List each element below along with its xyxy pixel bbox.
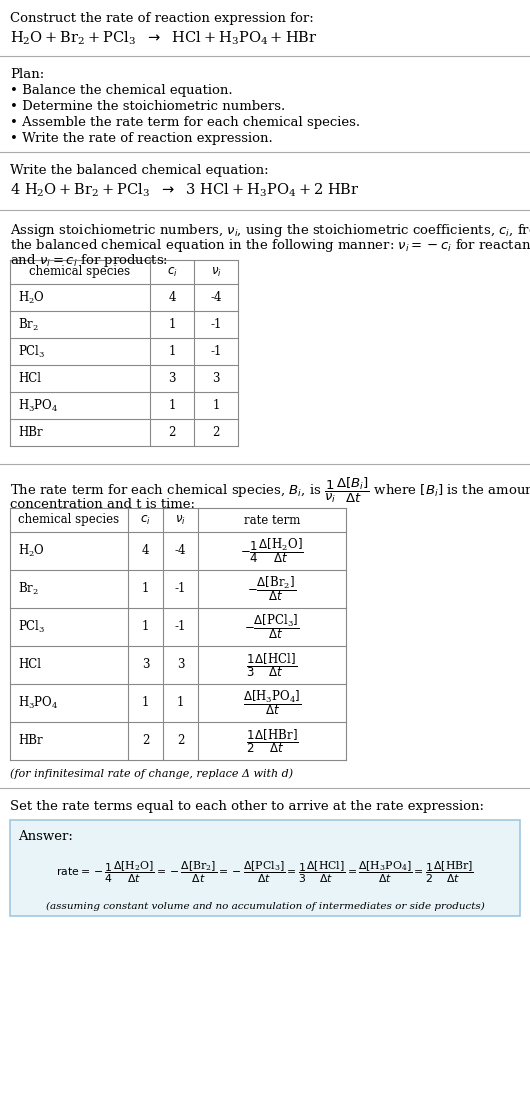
Text: 3: 3 <box>212 373 220 385</box>
Text: 1: 1 <box>177 696 184 709</box>
Text: Answer:: Answer: <box>18 830 73 843</box>
Text: chemical species: chemical species <box>30 266 130 278</box>
Text: 1: 1 <box>213 399 220 413</box>
Text: • Assemble the rate term for each chemical species.: • Assemble the rate term for each chemic… <box>10 116 360 129</box>
Text: Write the balanced chemical equation:: Write the balanced chemical equation: <box>10 163 269 177</box>
Text: 3: 3 <box>168 373 176 385</box>
Text: 1: 1 <box>169 318 175 331</box>
FancyBboxPatch shape <box>10 820 520 916</box>
Text: -4: -4 <box>210 291 222 304</box>
Text: 3: 3 <box>176 658 184 672</box>
Text: $\mathregular{H_2O + Br_2 + PCl_3}$  $\rightarrow$  $\mathregular{HCl + H_3PO_4 : $\mathregular{H_2O + Br_2 + PCl_3}$ $\ri… <box>10 30 317 48</box>
Text: 2: 2 <box>142 735 149 747</box>
Text: $\nu_i$: $\nu_i$ <box>210 266 222 278</box>
Text: 1: 1 <box>142 696 149 709</box>
Text: $\dfrac{1}{3}\dfrac{\Delta[\mathregular{HCl}]}{\Delta t}$: $\dfrac{1}{3}\dfrac{\Delta[\mathregular{… <box>246 652 297 678</box>
Text: $\mathrm{rate} = -\dfrac{1}{4}\dfrac{\Delta[\mathregular{H_2O}]}{\Delta t} = -\d: $\mathrm{rate} = -\dfrac{1}{4}\dfrac{\De… <box>56 860 474 885</box>
Text: and $\nu_i = c_i$ for products:: and $\nu_i = c_i$ for products: <box>10 252 168 269</box>
Text: $\nu_i$: $\nu_i$ <box>175 514 186 527</box>
Text: 2: 2 <box>177 735 184 747</box>
Text: The rate term for each chemical species, $B_i$, is $\dfrac{1}{\nu_i}\dfrac{\Delt: The rate term for each chemical species,… <box>10 476 530 505</box>
Text: -1: -1 <box>210 345 222 358</box>
Text: the balanced chemical equation in the following manner: $\nu_i = -c_i$ for react: the balanced chemical equation in the fo… <box>10 237 530 254</box>
Text: • Balance the chemical equation.: • Balance the chemical equation. <box>10 85 233 97</box>
Text: (assuming constant volume and no accumulation of intermediates or side products): (assuming constant volume and no accumul… <box>46 902 484 911</box>
Text: 4: 4 <box>142 545 149 557</box>
Text: HCl: HCl <box>18 373 41 385</box>
Text: $\mathregular{H_3PO_4}$: $\mathregular{H_3PO_4}$ <box>18 397 58 414</box>
Text: $c_i$: $c_i$ <box>140 514 151 527</box>
Text: $\mathregular{H_3PO_4}$: $\mathregular{H_3PO_4}$ <box>18 695 58 711</box>
Text: -1: -1 <box>175 583 186 596</box>
Text: $c_i$: $c_i$ <box>166 266 178 278</box>
Text: Plan:: Plan: <box>10 68 44 81</box>
Text: 1: 1 <box>142 620 149 634</box>
Text: $-\dfrac{\Delta[\mathregular{Br_2}]}{\Delta t}$: $-\dfrac{\Delta[\mathregular{Br_2}]}{\De… <box>248 575 296 604</box>
Text: Assign stoichiometric numbers, $\nu_i$, using the stoichiometric coefficients, $: Assign stoichiometric numbers, $\nu_i$, … <box>10 222 530 239</box>
Text: $\dfrac{1}{2}\dfrac{\Delta[\mathregular{HBr}]}{\Delta t}$: $\dfrac{1}{2}\dfrac{\Delta[\mathregular{… <box>246 727 298 755</box>
Text: Construct the rate of reaction expression for:: Construct the rate of reaction expressio… <box>10 12 314 24</box>
Text: -1: -1 <box>210 318 222 331</box>
Text: -4: -4 <box>175 545 186 557</box>
Text: $\dfrac{\Delta[\mathregular{H_3PO_4}]}{\Delta t}$: $\dfrac{\Delta[\mathregular{H_3PO_4}]}{\… <box>243 688 301 717</box>
Text: $-\dfrac{1}{4}\dfrac{\Delta[\mathregular{H_2O}]}{\Delta t}$: $-\dfrac{1}{4}\dfrac{\Delta[\mathregular… <box>240 537 304 565</box>
Text: $\mathregular{4\ H_2O + Br_2 + PCl_3}$  $\rightarrow$  $\mathregular{3\ HCl + H_: $\mathregular{4\ H_2O + Br_2 + PCl_3}$ $… <box>10 182 360 199</box>
Text: Set the rate terms equal to each other to arrive at the rate expression:: Set the rate terms equal to each other t… <box>10 800 484 813</box>
Text: 1: 1 <box>142 583 149 596</box>
Text: 1: 1 <box>169 399 175 413</box>
Text: $-\dfrac{\Delta[\mathregular{PCl_3}]}{\Delta t}$: $-\dfrac{\Delta[\mathregular{PCl_3}]}{\D… <box>244 613 299 642</box>
Text: 2: 2 <box>213 426 220 439</box>
Text: (for infinitesimal rate of change, replace Δ with d): (for infinitesimal rate of change, repla… <box>10 768 293 778</box>
Text: $\mathregular{Br_2}$: $\mathregular{Br_2}$ <box>18 580 39 597</box>
Text: chemical species: chemical species <box>19 514 120 526</box>
Text: -1: -1 <box>175 620 186 634</box>
Text: HBr: HBr <box>18 735 42 747</box>
Text: 3: 3 <box>142 658 149 672</box>
Text: 4: 4 <box>168 291 176 304</box>
Text: $\mathregular{PCl_3}$: $\mathregular{PCl_3}$ <box>18 619 46 635</box>
Text: 1: 1 <box>169 345 175 358</box>
Text: rate term: rate term <box>244 514 300 526</box>
Text: $\mathregular{PCl_3}$: $\mathregular{PCl_3}$ <box>18 344 46 359</box>
Text: $\mathregular{H_2O}$: $\mathregular{H_2O}$ <box>18 289 45 306</box>
Text: • Write the rate of reaction expression.: • Write the rate of reaction expression. <box>10 132 273 145</box>
Text: • Determine the stoichiometric numbers.: • Determine the stoichiometric numbers. <box>10 100 285 113</box>
Text: HBr: HBr <box>18 426 42 439</box>
Text: concentration and t is time:: concentration and t is time: <box>10 498 195 512</box>
Text: HCl: HCl <box>18 658 41 672</box>
Text: 2: 2 <box>169 426 175 439</box>
Text: $\mathregular{Br_2}$: $\mathregular{Br_2}$ <box>18 317 39 332</box>
Text: $\mathregular{H_2O}$: $\mathregular{H_2O}$ <box>18 543 45 559</box>
